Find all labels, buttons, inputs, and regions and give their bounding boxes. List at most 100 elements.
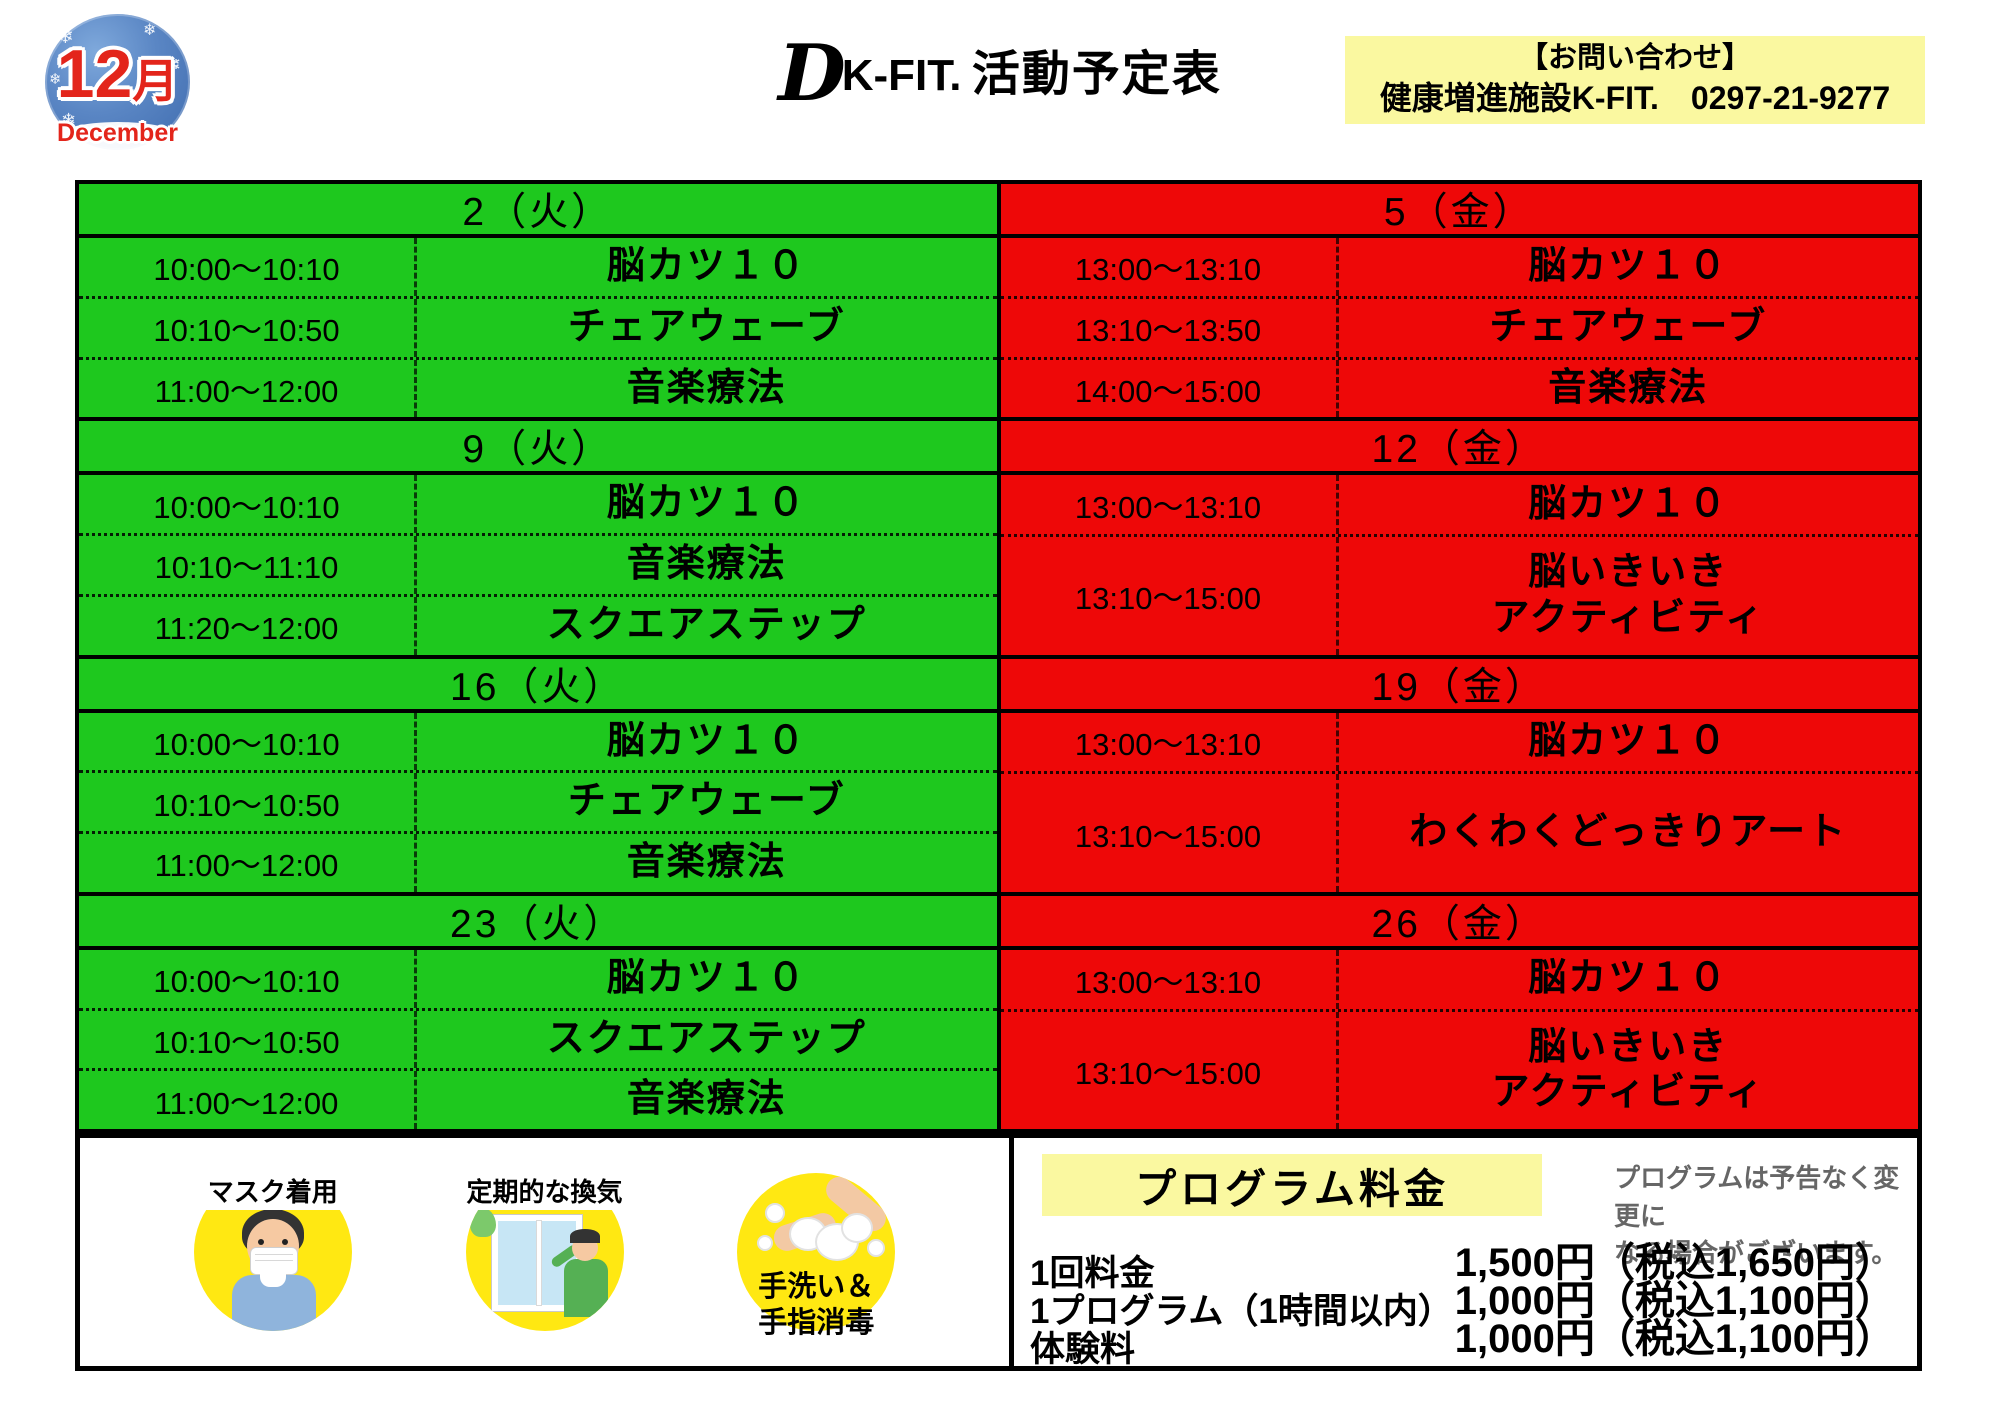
- activity-cell: 脳カツ１０: [606, 719, 807, 762]
- snowflake-icon: ❄: [49, 71, 62, 88]
- activity-cell: 音楽療法: [626, 366, 787, 409]
- time-cell: 10:10～10:50: [79, 1010, 417, 1069]
- pricing-notice: プログラムは予告なく変更に なる場合がございます。: [1614, 1163, 1900, 1269]
- snowflake-icon: ❄: [163, 52, 182, 77]
- time-cell: 13:00～13:10: [1001, 475, 1339, 534]
- activity-cell: 脳カツ１０: [606, 482, 807, 525]
- contact-box: 【お問い合わせ】 健康増進施設K-FIT. 0297-21-9277: [1345, 36, 1925, 124]
- guideline-handwash: 手洗い＆ 手指消毒: [737, 1173, 896, 1339]
- day-block-dec9: 9（火） 10:00～10:10 脳カツ１０ 10:10～11:10 音楽療法 …: [79, 421, 997, 655]
- fee-label: 体験料: [1030, 1330, 1136, 1369]
- time-cell: 10:00～10:10: [79, 949, 417, 1008]
- activity-cell: わくわくどっきりアート: [1409, 811, 1848, 854]
- activity-cell: チェアウェーブ: [1489, 305, 1768, 348]
- contact-heading: 【お問い合わせ】: [1518, 42, 1751, 75]
- day-header: 26（金）: [1000, 896, 1918, 950]
- schedule-table: 2（火） 10:00～10:10 脳カツ１０ 10:10～10:50 チェアウェ…: [75, 180, 1922, 1133]
- schedule-row: 11:20～12:00 スクエアステップ: [79, 593, 997, 655]
- schedule-row: 10:10～11:10 音楽療法: [79, 533, 997, 594]
- time-cell: 11:00～12:00: [79, 1071, 417, 1129]
- fee-row: 1プログラム（1時間以内） 1,000円（税込1,100円）: [1030, 1279, 1895, 1331]
- day-block-dec12: 12（金） 13:00～13:10 脳カツ１０ 13:10～15:00 脳いきい…: [1000, 421, 1919, 655]
- time-cell: 10:10～11:10: [79, 536, 417, 594]
- fee-label: 1プログラム（1時間以内）: [1030, 1292, 1453, 1331]
- covid-guidelines: マスク着用 定期的な換気: [80, 1138, 1014, 1366]
- schedule-row: 10:10～10:50 スクエアステップ: [79, 1007, 997, 1069]
- schedule-row: 13:00～13:10 脳カツ１０: [1001, 949, 1919, 1009]
- activity-cell: 脳カツ１０: [606, 245, 807, 288]
- day-block-dec5: 5（金） 13:00～13:10 脳カツ１０ 13:10～13:50 チェアウェ…: [1000, 184, 1918, 418]
- day-block-dec23: 23（火） 10:00～10:10 脳カツ１０ 10:10～10:50 スクエア…: [79, 895, 997, 1129]
- contact-phone: 健康増進施設K-FIT. 0297-21-9277: [1379, 80, 1891, 117]
- activity-cell: 音楽療法: [626, 543, 787, 586]
- day-block-dec16: 16（火） 10:00～10:10 脳カツ１０ 10:10～10:50 チェアウ…: [79, 658, 997, 892]
- fee-label: 1回料金: [1030, 1254, 1155, 1293]
- day-block-dec2: 2（火） 10:00～10:10 脳カツ１０ 10:10～10:50 チェアウェ…: [79, 184, 997, 418]
- activity-cell: スクエアステップ: [546, 1017, 867, 1060]
- activity-cell: 脳いきいき アクティビティ: [1491, 1025, 1766, 1114]
- activity-cell: チェアウェーブ: [567, 780, 846, 823]
- schedule-row: 10:00～10:10 脳カツ１０: [79, 475, 997, 533]
- time-cell: 13:10～13:50: [1001, 298, 1339, 357]
- kfit-logo-d-icon: D: [778, 28, 846, 119]
- time-cell: 13:10～15:00: [1001, 537, 1339, 655]
- schedule-row: 10:00～10:10 脳カツ１０: [79, 712, 997, 771]
- schedule-row: 10:00～10:10 脳カツ１０: [79, 238, 997, 296]
- activity-cell: 脳カツ１０: [1528, 720, 1729, 763]
- december-month-badge: ❄ ❄ ❄ ❄ ❄ 12月 December: [45, 14, 190, 156]
- guideline-label: マスク着用: [199, 1171, 346, 1210]
- snowflake-icon: ❄: [61, 110, 77, 130]
- time-cell: 11:00～12:00: [79, 359, 417, 418]
- month-label: 12月: [45, 40, 190, 108]
- activity-cell: 脳カツ１０: [1528, 957, 1729, 1000]
- fee-table: 1回料金 1,500円（税込1,650円） 1プログラム（1時間以内） 1,00…: [1030, 1241, 1895, 1369]
- schedule-row: 13:10～13:50 チェアウェーブ: [1000, 295, 1918, 357]
- time-cell: 14:00～15:00: [1001, 359, 1339, 418]
- fee-price: 1,000円（税込1,100円）: [1454, 1279, 1895, 1323]
- title-text: 活動予定表: [971, 48, 1222, 101]
- fee-price: 1,000円（税込1,100円）: [1454, 1317, 1895, 1361]
- schedule-row: 13:10～15:00 脳いきいき アクティビティ: [1000, 534, 1918, 655]
- time-cell: 13:10～15:00: [1001, 1011, 1339, 1129]
- guideline-label: 定期的な換気: [458, 1171, 631, 1210]
- activity-cell: 脳カツ１０: [1528, 482, 1729, 525]
- time-cell: 11:00～12:00: [79, 834, 417, 892]
- pricing-section: プログラム料金 プログラムは予告なく変更に なる場合がございます。 1回料金 1…: [1014, 1138, 1917, 1369]
- time-cell: 10:10～10:50: [79, 773, 417, 831]
- schedule-row: 10:10～10:50 チェアウェーブ: [79, 295, 997, 357]
- time-cell: 10:00～10:10: [79, 712, 417, 771]
- activity-cell: 脳カツ１０: [1528, 245, 1729, 288]
- day-header: 5（金）: [1000, 184, 1918, 238]
- time-cell: 13:00～13:10: [1001, 712, 1339, 772]
- activity-cell: チェアウェーブ: [567, 305, 846, 348]
- pricing-title: プログラム料金: [1042, 1154, 1542, 1216]
- day-header: 12（金）: [1000, 421, 1918, 476]
- fee-row: 体験料 1,000円（税込1,100円）: [1030, 1317, 1895, 1369]
- guideline-mask: マスク着用: [193, 1171, 352, 1331]
- activity-cell: 音楽療法: [1548, 366, 1709, 409]
- day-block-dec19: 19（金） 13:00～13:10 脳カツ１０ 13:10～15:00 わくわく…: [1000, 658, 1918, 892]
- time-cell: 10:00～10:10: [79, 238, 417, 296]
- time-cell: 10:00～10:10: [79, 475, 417, 533]
- day-block-dec26: 26（金） 13:00～13:10 脳カツ１０ 13:10～15:00 脳いきい…: [1000, 895, 1919, 1129]
- fee-row: 1回料金 1,500円（税込1,650円）: [1030, 1241, 1895, 1293]
- schedule-row: 11:00～12:00 音楽療法: [79, 831, 997, 892]
- activity-cell: 脳カツ１０: [606, 956, 807, 999]
- fee-price: 1,500円（税込1,650円）: [1454, 1241, 1895, 1285]
- day-header: 2（火）: [79, 184, 997, 238]
- guideline-label: 手洗い＆ 手指消毒: [758, 1271, 875, 1340]
- schedule-row: 13:00～13:10 脳カツ１０: [1001, 475, 1919, 534]
- time-cell: 13:00～13:10: [1001, 238, 1339, 296]
- schedule-row: 11:00～12:00 音楽療法: [79, 356, 997, 418]
- page-title: DK-FIT. 活動予定表: [0, 34, 2000, 113]
- handwash-icon: [737, 1173, 896, 1331]
- day-header: 16（火）: [79, 659, 997, 713]
- schedule-row: 10:10～10:50 チェアウェーブ: [79, 770, 997, 831]
- snowdrift-decor: [53, 122, 183, 156]
- activity-cell: スクエアステップ: [546, 603, 867, 646]
- snowflake-icon: ❄: [57, 26, 74, 48]
- schedule-row: 10:00～10:10 脳カツ１０: [79, 949, 997, 1008]
- month-english: December: [57, 119, 178, 147]
- snowflake-icon: ❄: [143, 22, 157, 39]
